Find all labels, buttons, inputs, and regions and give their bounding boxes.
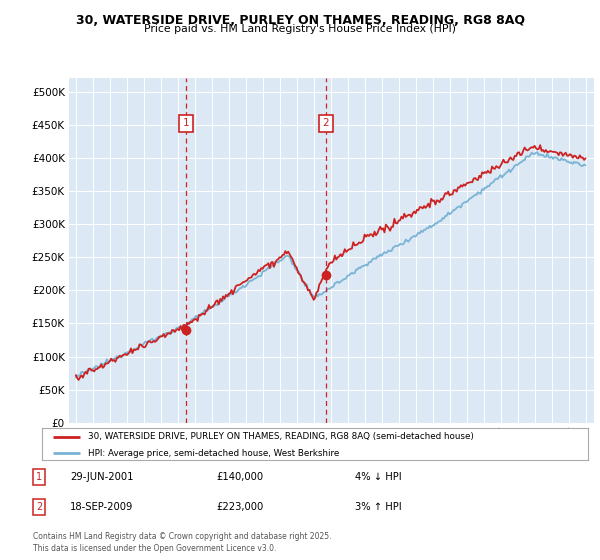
Text: Contains HM Land Registry data © Crown copyright and database right 2025.
This d: Contains HM Land Registry data © Crown c… bbox=[33, 533, 331, 553]
Text: 18-SEP-2009: 18-SEP-2009 bbox=[70, 502, 134, 512]
Text: 29-JUN-2001: 29-JUN-2001 bbox=[70, 472, 134, 482]
Text: 30, WATERSIDE DRIVE, PURLEY ON THAMES, READING, RG8 8AQ (semi-detached house): 30, WATERSIDE DRIVE, PURLEY ON THAMES, R… bbox=[88, 432, 474, 441]
Text: 30, WATERSIDE DRIVE, PURLEY ON THAMES, READING, RG8 8AQ: 30, WATERSIDE DRIVE, PURLEY ON THAMES, R… bbox=[76, 14, 524, 27]
Text: HPI: Average price, semi-detached house, West Berkshire: HPI: Average price, semi-detached house,… bbox=[88, 449, 340, 458]
Text: Price paid vs. HM Land Registry's House Price Index (HPI): Price paid vs. HM Land Registry's House … bbox=[144, 24, 456, 34]
Text: 1: 1 bbox=[183, 118, 190, 128]
Text: £223,000: £223,000 bbox=[217, 502, 263, 512]
Text: 2: 2 bbox=[36, 502, 42, 512]
Text: 4% ↓ HPI: 4% ↓ HPI bbox=[355, 472, 401, 482]
Text: 3% ↑ HPI: 3% ↑ HPI bbox=[355, 502, 401, 512]
Text: 1: 1 bbox=[36, 472, 42, 482]
Text: 2: 2 bbox=[322, 118, 329, 128]
Text: £140,000: £140,000 bbox=[217, 472, 263, 482]
